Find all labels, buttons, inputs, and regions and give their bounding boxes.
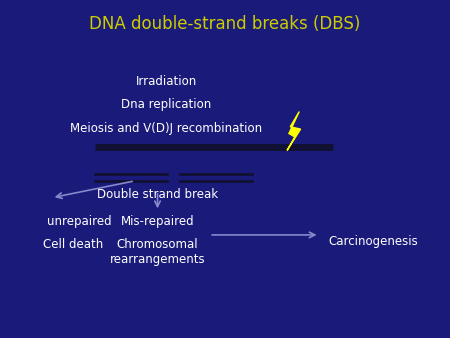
- Text: Double strand break: Double strand break: [97, 188, 218, 200]
- Text: DNA double-strand breaks (DBS): DNA double-strand breaks (DBS): [89, 15, 361, 33]
- Text: Carcinogenesis: Carcinogenesis: [328, 235, 418, 248]
- Text: Mis-repaired: Mis-repaired: [121, 215, 194, 227]
- Text: Chromosomal
rearrangements: Chromosomal rearrangements: [110, 238, 205, 266]
- Text: Dna replication: Dna replication: [122, 98, 212, 111]
- Text: Meiosis and V(D)J recombination: Meiosis and V(D)J recombination: [71, 122, 262, 135]
- Polygon shape: [287, 112, 301, 150]
- Text: Irradiation: Irradiation: [136, 75, 197, 88]
- Text: Cell death: Cell death: [43, 238, 103, 251]
- Text: unrepaired: unrepaired: [47, 215, 112, 227]
